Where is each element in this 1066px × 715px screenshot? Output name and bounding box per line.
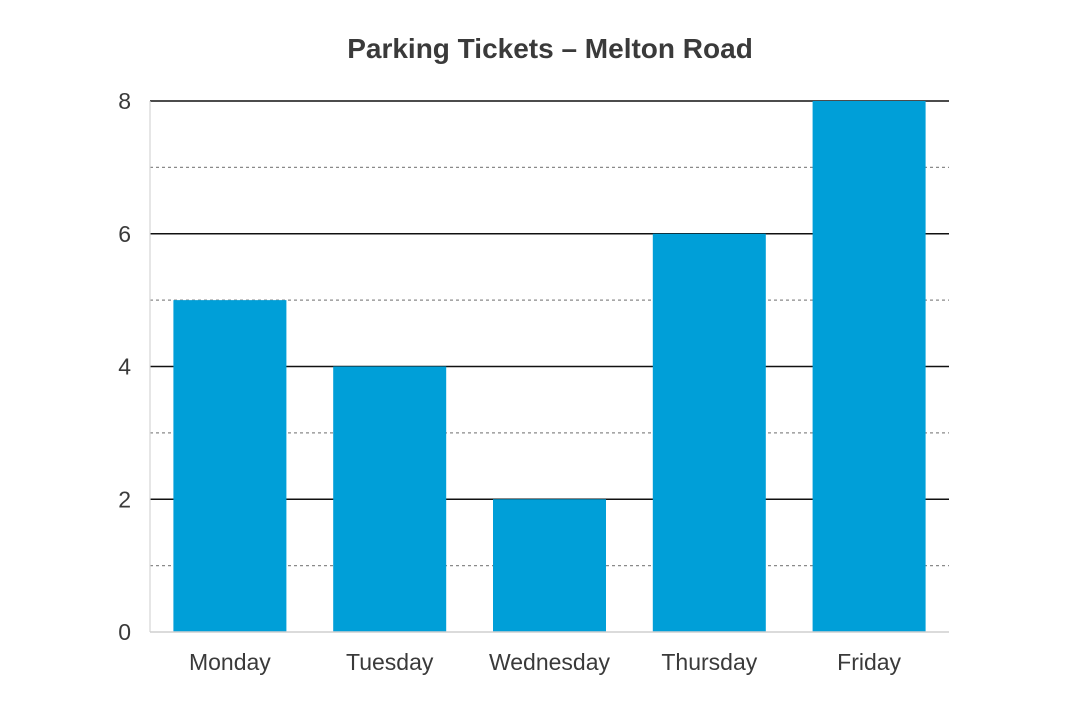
axes: 0 2 4 6 8 Monday Tuesday Wednesday Thursday Frida… <box>118 88 949 675</box>
bar-wednesday <box>493 499 606 632</box>
bars <box>173 101 926 632</box>
bar-thursday <box>652 233 766 632</box>
y-tick-label: 0 <box>118 619 131 645</box>
y-tick-label: 6 <box>118 221 131 247</box>
x-tick-label: Thursday <box>661 649 757 675</box>
x-tick-label: Friday <box>837 649 901 675</box>
x-tick-label: Tuesday <box>346 649 434 675</box>
bar-monday <box>173 300 287 632</box>
y-tick-label: 8 <box>118 88 131 114</box>
bar-tuesday <box>333 366 447 632</box>
x-tick-label: Wednesday <box>489 649 611 675</box>
y-tick-label: 2 <box>118 486 131 512</box>
chart-title: Parking Tickets – Melton Road <box>347 33 753 64</box>
y-tick-label: 4 <box>118 354 131 380</box>
bar-friday <box>812 101 926 632</box>
x-tick-label: Monday <box>189 649 271 675</box>
